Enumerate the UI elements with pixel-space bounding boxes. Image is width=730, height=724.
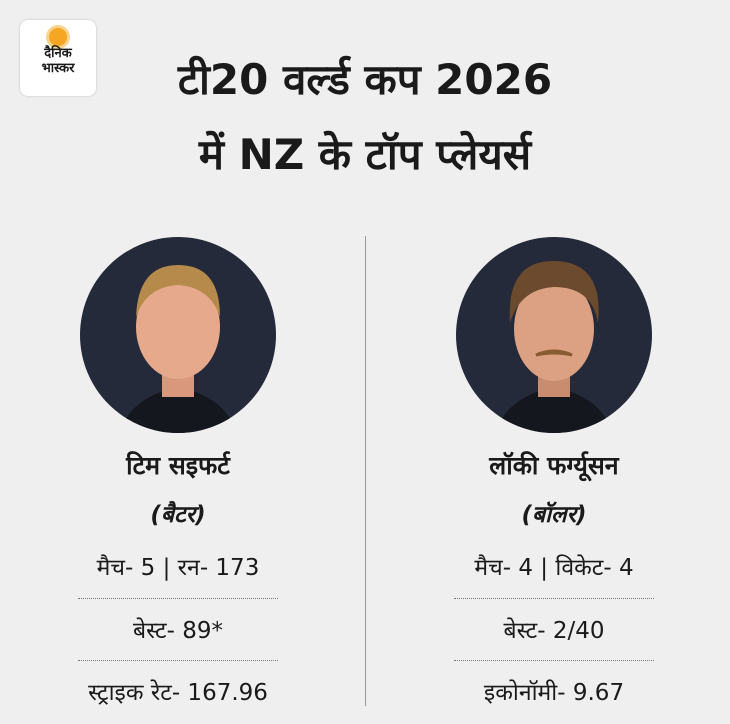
title-line: टी20 वर्ल्ड कप 2026 xyxy=(177,55,553,104)
player-photo xyxy=(80,237,276,433)
player-name: टिम सइफर्ट xyxy=(126,451,230,480)
photo-art xyxy=(496,260,612,433)
separator xyxy=(78,598,278,599)
separator xyxy=(78,660,278,661)
photo-art xyxy=(120,265,236,433)
player-card: टिम सइफर्ट (बैटर) मैच- 5 | रन- 173 बेस्ट… xyxy=(28,0,328,724)
player-stat: मैच- 5 | रन- 173 xyxy=(96,555,260,581)
player-stat: बेस्ट- 2/40 xyxy=(503,618,605,644)
player-photo xyxy=(456,237,652,433)
player-stat: स्ट्राइक रेट- 167.96 xyxy=(88,680,268,706)
logo: दैनिक भास्कर xyxy=(20,20,96,96)
player-stat: मैच- 4 | विकेट- 4 xyxy=(474,555,634,581)
logo-line: दैनिक xyxy=(44,46,72,61)
player-name: लॉकी फर्ग्यूसन xyxy=(489,451,619,480)
player-card: लॉकी फर्ग्यूसन (बॉलर) मैच- 4 | विकेट- 4 … xyxy=(404,0,704,724)
player-role: (बैटर) xyxy=(150,502,206,528)
divider xyxy=(365,236,366,706)
title: टी20 वर्ल्ड कप 2026 में NZ के टॉप प्लेयर… xyxy=(100,42,630,192)
logo-line: भास्कर xyxy=(41,61,75,76)
player-stat: इकोनॉमी- 9.67 xyxy=(483,680,625,706)
logo-sun xyxy=(49,28,67,46)
player-stat: बेस्ट- 89* xyxy=(132,618,224,644)
player-role: (बॉलर) xyxy=(521,502,587,528)
separator xyxy=(454,660,654,661)
title-line: में NZ के टॉप प्लेयर्स xyxy=(198,130,532,179)
separator xyxy=(454,598,654,599)
